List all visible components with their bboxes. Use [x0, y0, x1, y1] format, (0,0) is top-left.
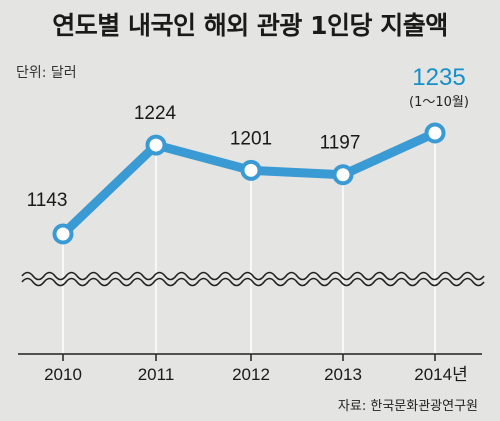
data-label: 1143 [27, 190, 68, 211]
data-annotation: (1～10월) [409, 95, 469, 110]
data-label: 1235 [412, 64, 465, 91]
data-point [145, 134, 167, 156]
chart-title: 연도별 내국인 해외 관광 1인당 지출액 [52, 11, 448, 40]
data-label: 1197 [320, 133, 361, 154]
x-tick-label: 2012 [232, 365, 270, 384]
data-point [424, 122, 446, 144]
source-note: 자료: 한국문화관광연구원 [337, 399, 478, 414]
x-tick-label: 2014년 [414, 365, 467, 384]
axis-break-line [21, 271, 485, 281]
data-label: 1224 [134, 103, 177, 124]
x-tick-label: 2011 [138, 365, 175, 384]
axis-break-line [21, 277, 485, 287]
data-point [240, 159, 262, 181]
x-tick-label: 2013 [324, 365, 362, 384]
x-tick-label: 2010 [44, 365, 82, 384]
data-point [52, 223, 74, 245]
data-point [332, 164, 354, 186]
data-label: 1201 [230, 128, 272, 149]
unit-label: 단위: 달러 [16, 65, 77, 81]
